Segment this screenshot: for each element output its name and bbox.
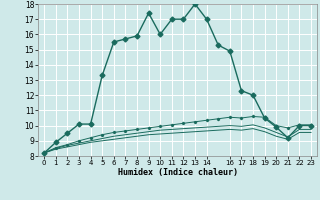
X-axis label: Humidex (Indice chaleur): Humidex (Indice chaleur) <box>118 168 238 177</box>
